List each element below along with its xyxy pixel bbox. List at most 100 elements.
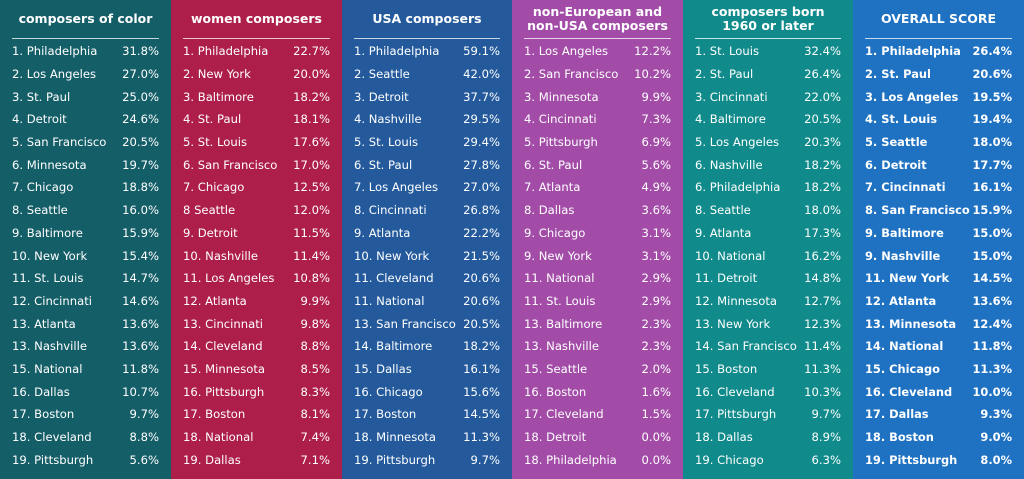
ranking-row: 16. Chicago 15.6% (352, 380, 502, 403)
rank-number: 15. (695, 361, 714, 376)
city-name: Detroit (881, 157, 927, 172)
rank-city: 11. New York (865, 271, 949, 285)
ranking-row: 8 Seattle 12.0% (181, 199, 332, 222)
percentage-value: 15.9% (122, 225, 159, 240)
city-name: Boston (717, 361, 758, 376)
ranking-row: 6. Detroit 17.7% (863, 153, 1014, 176)
city-name: Minnesota (205, 361, 265, 376)
rank-number: 18. (865, 430, 886, 445)
city-name: Dallas (376, 361, 412, 376)
ranking-row: 9. Chicago 3.1% (522, 222, 673, 245)
rank-number: 5. (695, 135, 707, 150)
ranking-row: 13. Minnesota 12.4% (863, 312, 1014, 335)
percentage-value: 18.1% (293, 112, 330, 127)
rank-number: 18. (524, 430, 543, 445)
ranking-row: 13. San Francisco 20.5% (352, 312, 502, 335)
percentage-value: 14.5% (463, 407, 500, 422)
percentage-value: 8.1% (300, 407, 330, 422)
percentage-value: 18.0% (972, 135, 1012, 150)
rank-number: 19. (695, 452, 714, 467)
rank-number: 2. (12, 67, 24, 82)
rank-city: 1. Philadelphia (12, 44, 97, 58)
ranking-row: 11. Detroit 14.8% (693, 267, 843, 290)
rank-city: 10. National (695, 249, 765, 263)
rank-city: 12. Minnesota (695, 294, 777, 308)
rank-number: 9. (12, 225, 24, 240)
rank-city: 18. Detroit (524, 430, 586, 444)
percentage-value: 3.1% (641, 248, 671, 263)
city-name: Seattle (26, 203, 68, 218)
rank-city: 18. National (183, 430, 253, 444)
percentage-value: 15.6% (463, 384, 500, 399)
ranking-row: 19. Pittsburgh 9.7% (352, 448, 502, 471)
city-name: Cincinnati (205, 316, 263, 331)
ranking-row: 2. St. Paul 26.4% (693, 63, 843, 86)
percentage-value: 37.7% (463, 89, 500, 104)
rank-number: 11. (354, 271, 373, 286)
percentage-value: 11.4% (293, 248, 330, 263)
ranking-row: 13. Atlanta 13.6% (10, 312, 161, 335)
percentage-value: 27.8% (463, 157, 500, 172)
rank-number: 7. (524, 180, 536, 195)
ranking-row: 15. Chicago 11.3% (863, 358, 1014, 381)
rank-city: 8. Dallas (524, 203, 574, 217)
rank-city: 11. St. Louis (524, 294, 595, 308)
rank-city: 9. New York (524, 249, 592, 263)
panel-title: composers born 1960 or later (695, 0, 841, 39)
percentage-value: 1.5% (641, 407, 671, 422)
percentage-value: 19.7% (122, 157, 159, 172)
city-name: Nashville (881, 248, 941, 263)
percentage-value: 19.5% (972, 89, 1012, 104)
rank-city: 19. Pittsburgh (865, 453, 957, 467)
city-name: Pittsburgh (889, 452, 958, 467)
ranking-list: 1. Philadelphia 31.8% 2. Los Angeles 27.0% 3… (10, 39, 161, 471)
city-name: Nashville (34, 339, 87, 354)
city-name: San Francisco (717, 339, 797, 354)
city-name: Detroit (546, 430, 587, 445)
ranking-row: 1. Philadelphia 31.8% (10, 40, 161, 63)
percentage-value: 22.0% (804, 89, 841, 104)
rank-city: 4. Cincinnati (524, 112, 597, 126)
ranking-row: 4. Baltimore 20.5% (693, 108, 843, 131)
ranking-row: 15. Minnesota 8.5% (181, 358, 332, 381)
percentage-value: 14.6% (122, 293, 159, 308)
rank-city: 9. Baltimore (865, 226, 944, 240)
panel-non-european-non-usa-composers: non-European and non-USA composers 1. Lo… (512, 0, 683, 479)
ranking-row: 6. St. Paul 5.6% (522, 153, 673, 176)
ranking-row: 19. Dallas 7.1% (181, 448, 332, 471)
ranking-row: 3. St. Paul 25.0% (10, 85, 161, 108)
ranking-row: 6. Minnesota 19.7% (10, 153, 161, 176)
rank-number: 8. (695, 203, 707, 218)
rank-city: 19. Pittsburgh (12, 453, 93, 467)
rank-city: 14. Cleveland (183, 339, 263, 353)
panel-composers-born-1960-or-later: composers born 1960 or later 1. St. Loui… (683, 0, 853, 479)
ranking-row: 9. Atlanta 22.2% (352, 222, 502, 245)
city-name: Los Angeles (709, 135, 779, 150)
ranking-row: 4. Detroit 24.6% (10, 108, 161, 131)
rank-number: 4. (865, 112, 878, 127)
rank-city: 15. Boston (695, 362, 757, 376)
rank-city: 15. Minnesota (183, 362, 265, 376)
rank-number: 8. (354, 203, 366, 218)
rank-city: 5. Los Angeles (695, 135, 779, 149)
percentage-value: 6.9% (641, 135, 671, 150)
rank-city: 7. Los Angeles (354, 180, 438, 194)
percentage-value: 20.6% (463, 293, 500, 308)
ranking-row: 18. Boston 9.0% (863, 426, 1014, 449)
rank-number: 14. (695, 339, 714, 354)
percentage-value: 0.0% (641, 452, 671, 467)
percentage-value: 2.3% (641, 316, 671, 331)
rank-number: 3. (183, 89, 195, 104)
percentage-value: 18.2% (804, 157, 841, 172)
rank-number: 15. (865, 361, 886, 376)
rank-number: 9. (865, 248, 878, 263)
rank-city: 13. Cincinnati (183, 317, 263, 331)
rank-city: 2. St. Paul (865, 67, 931, 81)
ranking-row: 11. National 2.9% (522, 267, 673, 290)
ranking-row: 19. Chicago 6.3% (693, 448, 843, 471)
percentage-value: 19.4% (972, 112, 1012, 127)
ranking-row: 14. National 11.8% (863, 335, 1014, 358)
percentage-value: 20.0% (293, 67, 330, 82)
city-name: Detroit (717, 271, 758, 286)
percentage-value: 17.7% (972, 157, 1012, 172)
